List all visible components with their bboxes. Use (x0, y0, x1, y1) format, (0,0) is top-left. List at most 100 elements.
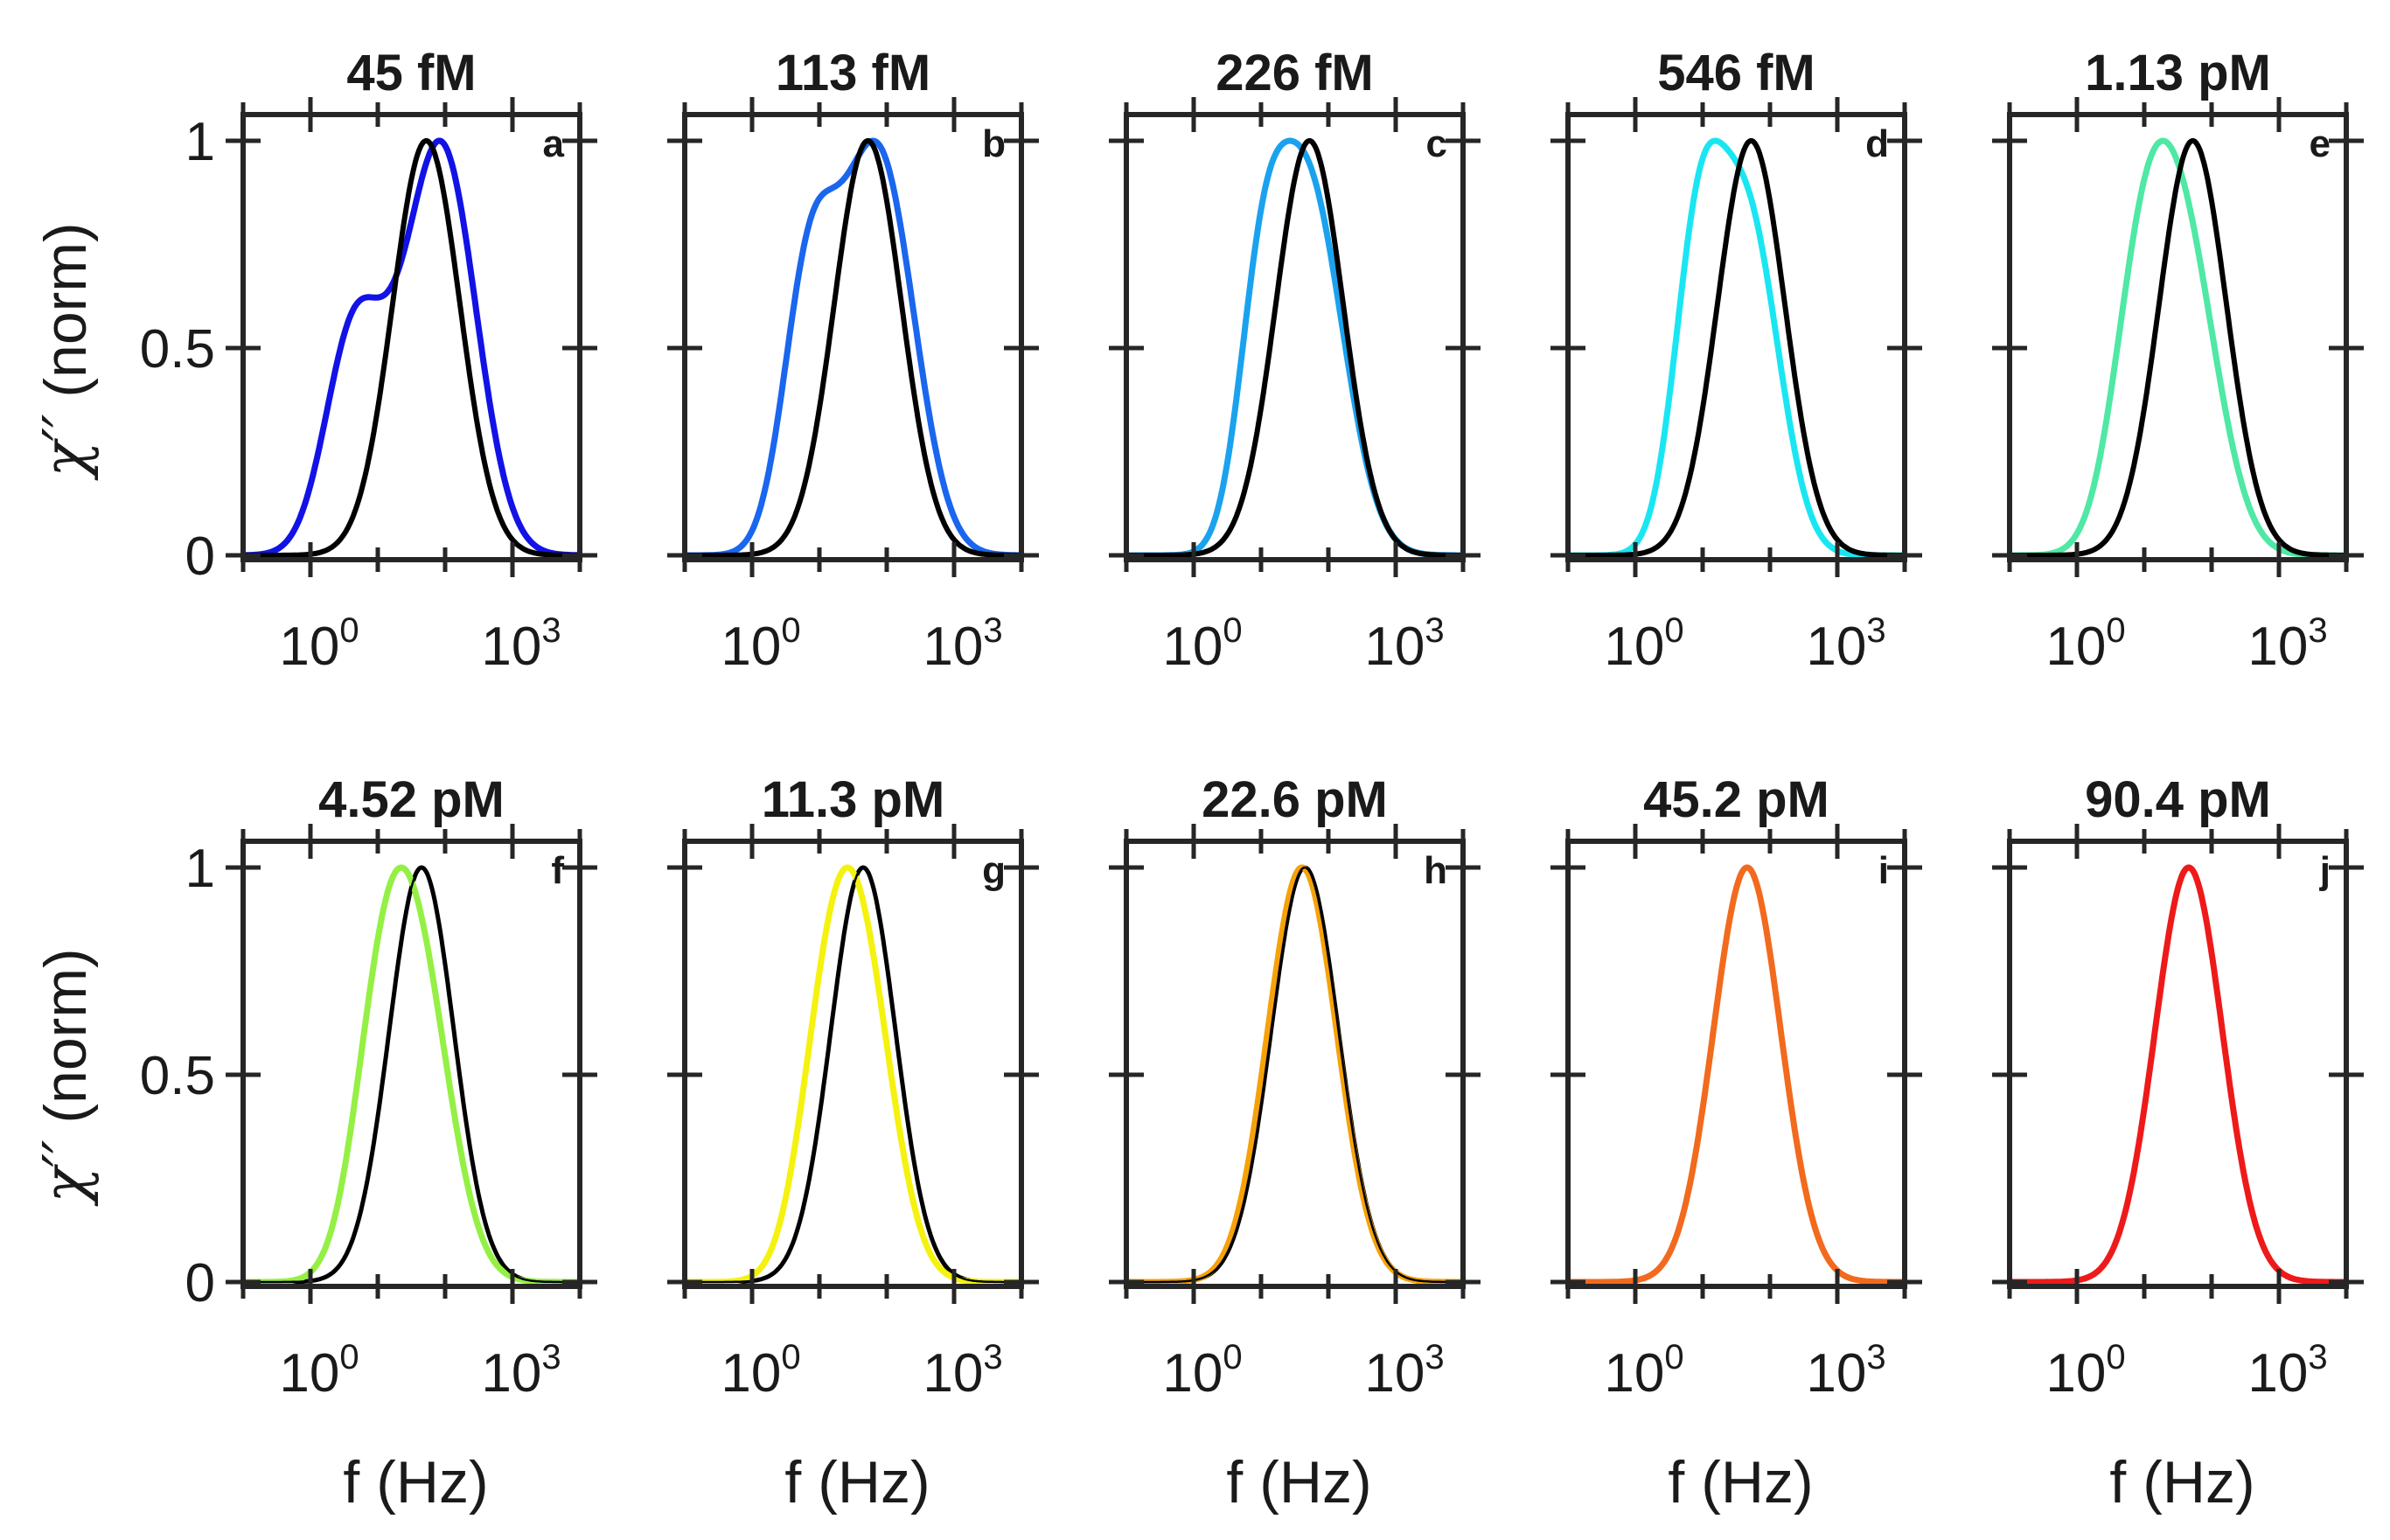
x-tick-label-base: 10 (1364, 617, 1425, 677)
axes-box (2007, 839, 2349, 1289)
x-tick-label-base: 10 (721, 1343, 781, 1404)
reference-curve (685, 138, 1021, 558)
x-tick-label: 100 (721, 611, 800, 677)
x-tick-label-base: 10 (2247, 617, 2308, 677)
x-tick-label-exponent: 0 (1223, 1338, 1242, 1376)
series-curve (243, 864, 580, 1286)
x-tick-label-exponent: 0 (781, 1338, 800, 1376)
reference-curve (1568, 865, 1905, 1285)
axes-box (682, 839, 1024, 1289)
x-tick-label: 100 (2045, 611, 2125, 677)
reference-curve (1568, 138, 1905, 558)
x-tick-label-base: 10 (923, 617, 983, 677)
y-tick-label: 0 (185, 1253, 215, 1314)
x-tick-label-base: 10 (721, 617, 781, 677)
y-axis-label-suffix: (norm) (32, 948, 99, 1139)
series-curve (2010, 864, 2346, 1286)
panel-title: 45 fM (346, 45, 476, 101)
x-tick-label-exponent: 0 (2106, 611, 2125, 650)
panel-title: 90.4 pM (2085, 771, 2271, 828)
reference-curve (685, 865, 1021, 1285)
x-tick-label: 100 (279, 1338, 359, 1404)
x-tick-label-exponent: 0 (781, 611, 800, 650)
panel-title: 1.13 pM (2085, 45, 2271, 101)
x-tick-label-exponent: 3 (541, 1338, 561, 1376)
panel-curves (685, 864, 1021, 1286)
y-axis-label-suffix: (norm) (32, 222, 99, 414)
x-tick-label-exponent: 3 (1425, 1338, 1444, 1376)
axes-box (1565, 112, 1907, 562)
x-tick-label-exponent: 3 (541, 611, 561, 650)
axes-box (1124, 839, 1466, 1289)
axes-box (2007, 112, 2349, 562)
x-tick-label-base: 10 (2045, 617, 2106, 677)
x-tick-label: 103 (1364, 1338, 1444, 1404)
panel-title: 4.52 pM (318, 771, 505, 828)
axes-box (1124, 112, 1466, 562)
panel-title: 22.6 pM (1202, 771, 1388, 828)
x-tick-label: 103 (1364, 611, 1444, 677)
x-tick-label-exponent: 0 (1664, 611, 1683, 650)
y-axis-label-symbol: χ′′ (31, 414, 101, 481)
x-tick-label: 100 (2045, 1338, 2125, 1404)
x-tick-label-exponent: 3 (1425, 611, 1444, 650)
series-curve (1126, 864, 1463, 1286)
x-tick-label-exponent: 3 (983, 1338, 1002, 1376)
panel-letter: d (1865, 122, 1889, 165)
series-curve (1126, 137, 1463, 559)
x-tick-label: 100 (1162, 611, 1242, 677)
x-axis-label: f (Hz) (2109, 1449, 2254, 1516)
panel-letter: j (2319, 849, 2331, 892)
panel-title: 226 fM (1216, 45, 1374, 101)
panel-title: 546 fM (1657, 45, 1815, 101)
y-tick-label: 0.5 (140, 1046, 215, 1106)
panel-curves (243, 137, 580, 559)
x-tick-label-base: 10 (1364, 1343, 1425, 1404)
x-tick-label-base: 10 (481, 617, 541, 677)
x-tick-label-base: 10 (1162, 1343, 1223, 1404)
x-tick-label-base: 10 (1806, 617, 1866, 677)
x-tick-label-base: 10 (279, 617, 339, 677)
x-tick-label-base: 10 (923, 1343, 983, 1404)
axis-labels: χ′′ (norm) χ′′ (norm) (31, 222, 101, 1206)
reference-curve-overlay (243, 866, 580, 1284)
y-tick-label: 0.5 (140, 319, 215, 380)
x-tick-label-exponent: 3 (1866, 1338, 1885, 1376)
reference-curve (1126, 865, 1463, 1285)
x-tick-label-base: 10 (1806, 1343, 1866, 1404)
x-tick-label: 103 (2247, 611, 2327, 677)
x-axis-label: f (Hz) (1226, 1449, 1371, 1516)
reference-curve (2010, 138, 2346, 558)
reference-curve-overlay (1126, 866, 1463, 1284)
x-tick-label-base: 10 (1604, 617, 1664, 677)
x-tick-label: 100 (1604, 611, 1683, 677)
reference-curve-overlay (685, 866, 1021, 1284)
x-tick-label-base: 10 (279, 1343, 339, 1404)
x-tick-label-exponent: 3 (2308, 611, 2327, 650)
x-tick-label: 103 (923, 611, 1002, 677)
x-tick-label-exponent: 0 (339, 1338, 359, 1376)
series-curve (1568, 137, 1905, 559)
axes-box (240, 112, 582, 562)
panel-title: 11.3 pM (762, 771, 945, 828)
x-tick-label-exponent: 3 (1866, 611, 1885, 650)
x-tick-label: 103 (1806, 611, 1885, 677)
panel-curves (685, 137, 1021, 559)
panel-curves (1126, 137, 1463, 559)
panel-title: 45.2 pM (1643, 771, 1829, 828)
x-tick-label-exponent: 0 (1223, 611, 1242, 650)
x-tick-label: 100 (279, 611, 359, 677)
panel-letter: f (551, 849, 564, 892)
panel-curves (243, 864, 580, 1286)
